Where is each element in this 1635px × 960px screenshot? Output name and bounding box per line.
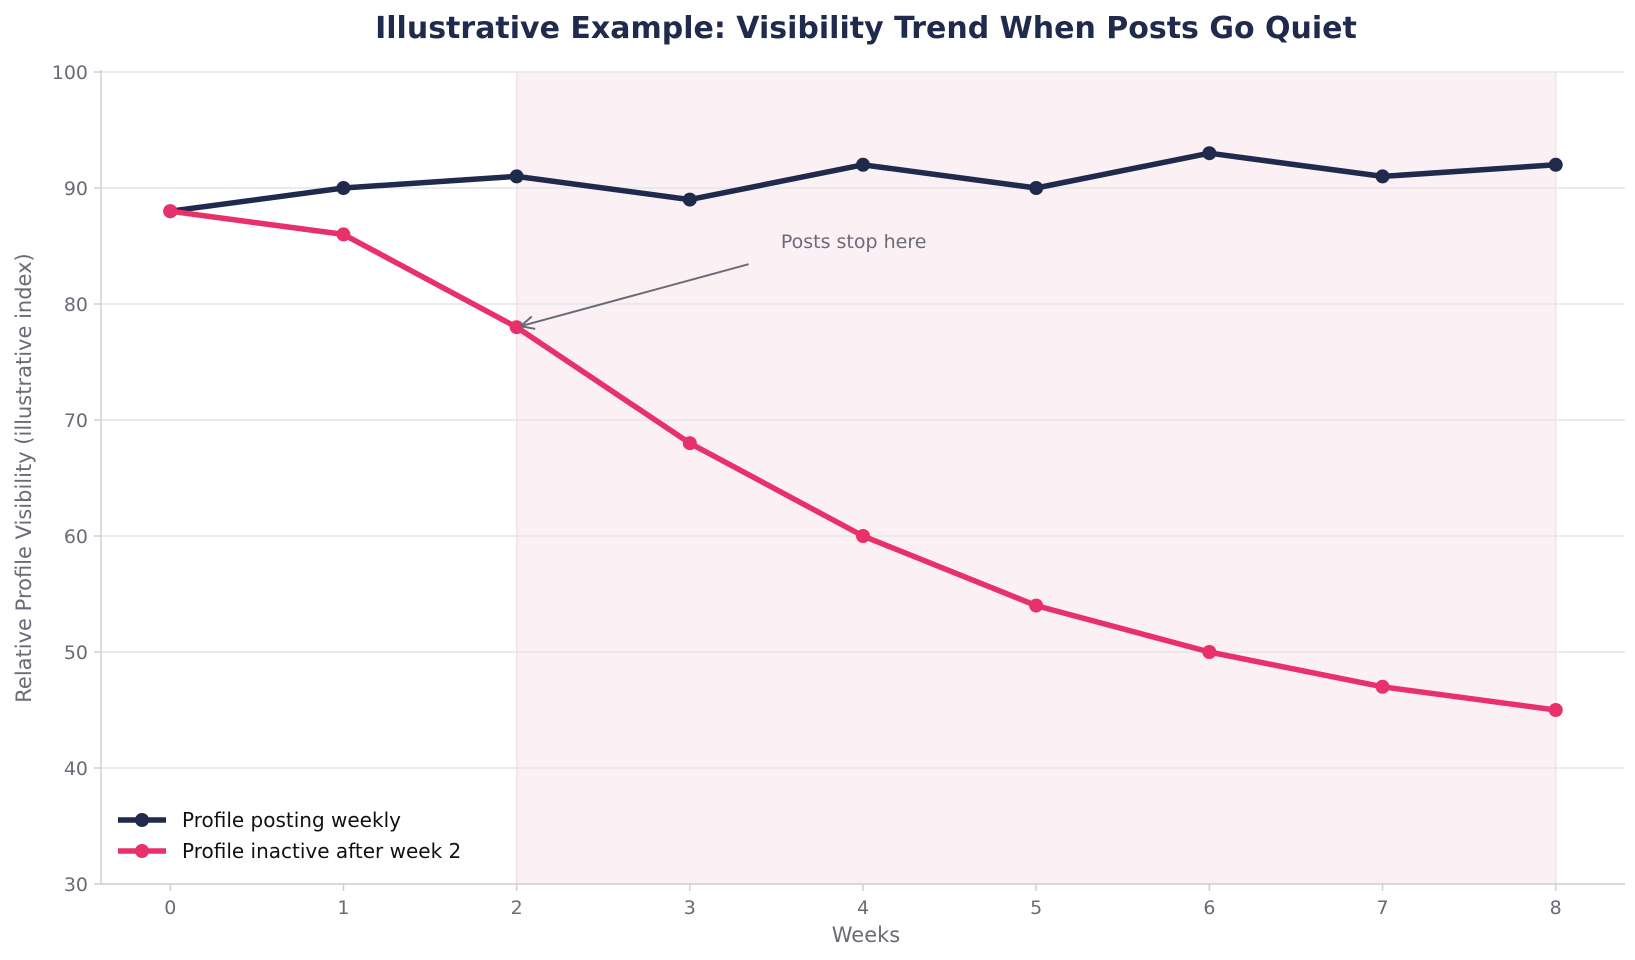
series-2-point (1029, 598, 1044, 613)
y-tick-label: 60 (64, 526, 88, 548)
y-tick-label: 90 (64, 178, 88, 200)
annotation-label: Posts stop here (781, 231, 927, 253)
y-axis-label: Relative Profile Visibility (illustrativ… (12, 253, 36, 702)
legend-label: Profile inactive after week 2 (182, 839, 461, 863)
x-tick-label: 6 (1203, 897, 1215, 919)
axes: 30 40 50 60 70 80 90 100 0 1 2 3 4 5 6 7 8 (52, 62, 1625, 919)
x-tick-label: 8 (1550, 897, 1562, 919)
x-tick-label: 5 (1030, 897, 1042, 919)
x-tick-label: 4 (857, 897, 869, 919)
x-tick-label: 3 (684, 897, 696, 919)
y-tick-label: 70 (64, 410, 88, 432)
series-1-point (509, 169, 524, 184)
series-1-point (1029, 181, 1044, 195)
annotation-layer: Posts stop here (519, 231, 927, 330)
series-1-point (1375, 169, 1390, 184)
x-tick-label: 7 (1376, 897, 1388, 919)
series-2-point (682, 436, 697, 451)
series-2-point (856, 529, 870, 543)
legend: Profile posting weekly Profile inactive a… (118, 808, 461, 863)
series-1-point (1548, 157, 1563, 172)
series-1-point (856, 157, 870, 172)
series-2-point (1375, 679, 1390, 694)
series-layer (163, 146, 1563, 717)
series-2-point (1548, 703, 1563, 717)
y-tick-label: 30 (64, 874, 88, 896)
shaded-region-layer (515, 72, 1557, 884)
y-tick-label: 80 (64, 294, 88, 316)
series-2-point (509, 320, 524, 335)
x-tick-label: 2 (511, 897, 523, 919)
x-tick-label: 1 (337, 897, 349, 919)
series-2 (163, 204, 1563, 717)
x-tick-label: 0 (164, 897, 176, 919)
series-1-point (336, 181, 351, 195)
y-tick-label: 100 (52, 62, 88, 84)
annotation-arrow-line (520, 263, 749, 328)
series-1-point (682, 192, 697, 207)
series-1 (163, 146, 1563, 219)
legend-label: Profile posting weekly (182, 808, 401, 832)
annotation-arrowhead (519, 316, 536, 330)
inactive-period-shading (516, 72, 1556, 884)
legend-swatch-marker (135, 844, 149, 858)
legend-swatch-marker (135, 813, 149, 827)
series-2-point (1202, 645, 1217, 659)
chart-title: Illustrative Example: Visibility Trend W… (375, 11, 1357, 46)
series-2-point (336, 227, 351, 242)
series-2-point (163, 204, 178, 219)
series-1-point (1202, 146, 1217, 161)
y-tick-label: 50 (64, 642, 88, 664)
legend-item-1: Profile posting weekly (118, 808, 401, 832)
y-tick-label: 40 (64, 758, 88, 780)
legend-item-2: Profile inactive after week 2 (118, 839, 461, 863)
x-axis-label: Weeks (832, 923, 900, 947)
